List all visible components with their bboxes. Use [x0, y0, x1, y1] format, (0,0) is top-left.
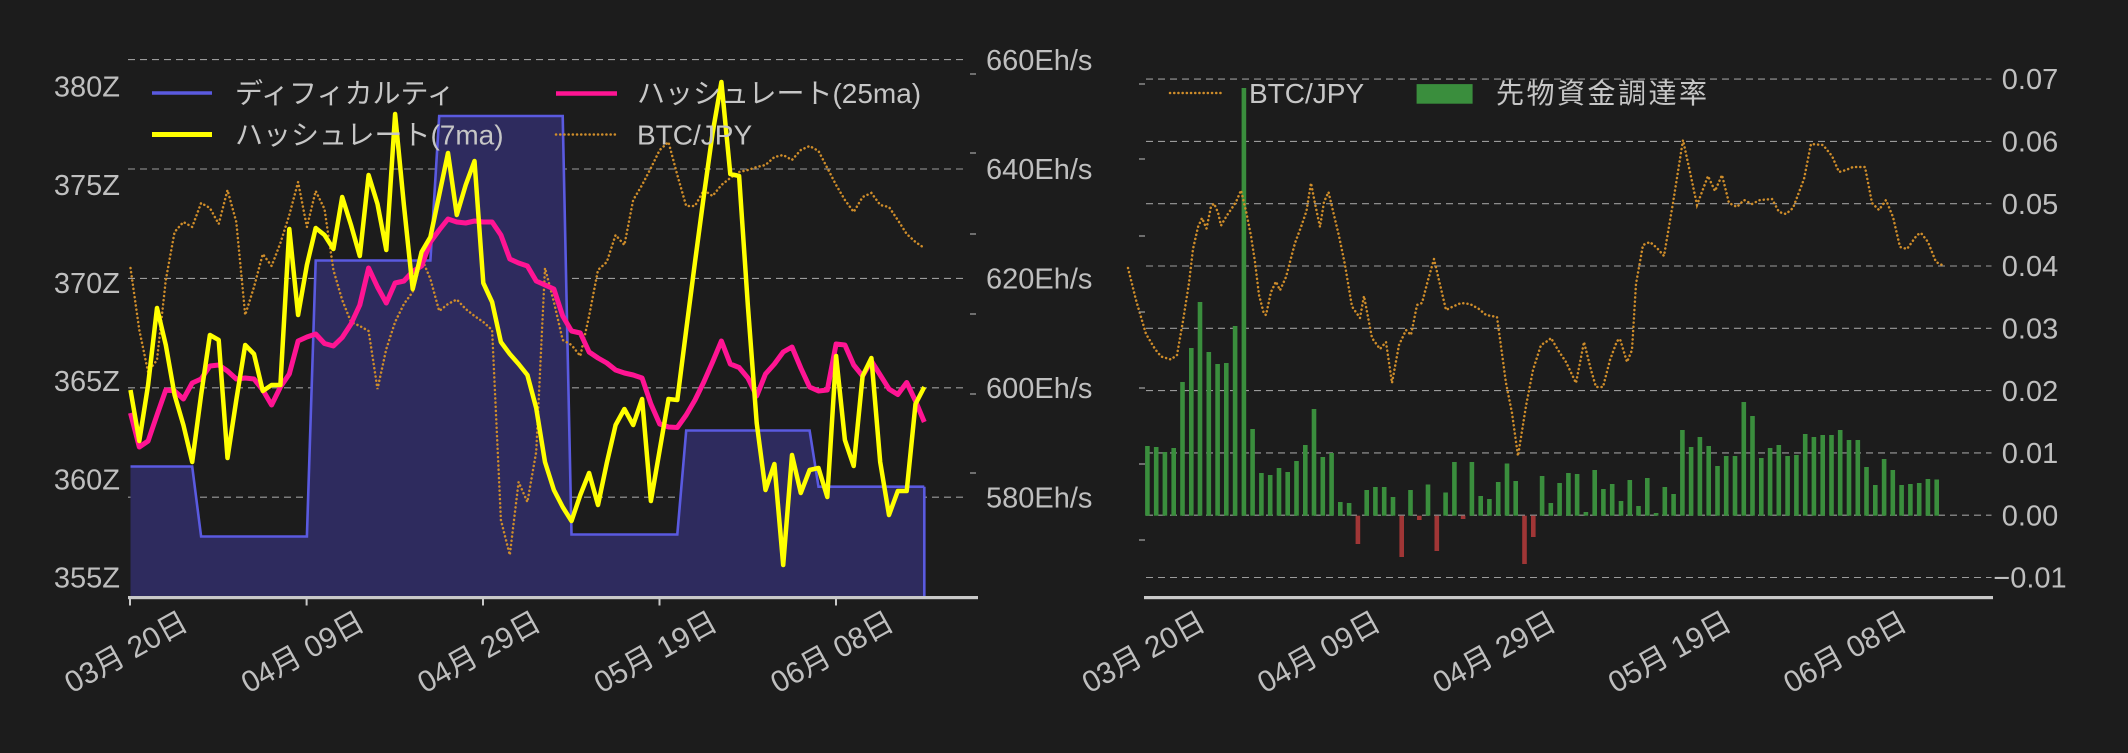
svg-text:0.06: 0.06 [2002, 127, 2058, 159]
svg-text:0.02: 0.02 [2002, 376, 2058, 408]
svg-text:375Z: 375Z [54, 170, 120, 202]
svg-text:0.01: 0.01 [2002, 438, 2058, 470]
svg-text:370Z: 370Z [54, 268, 120, 300]
svg-text:先物資金調達率: 先物資金調達率 [1496, 78, 1710, 109]
svg-text:BTC/JPY: BTC/JPY [637, 119, 752, 150]
svg-text:BTC/JPY: BTC/JPY [1249, 78, 1364, 109]
svg-text:600Eh/s: 600Eh/s [986, 373, 1092, 405]
svg-text:360Z: 360Z [54, 464, 120, 496]
svg-text:0.03: 0.03 [2002, 313, 2058, 345]
svg-text:355Z: 355Z [54, 563, 120, 595]
svg-text:365Z: 365Z [54, 366, 120, 398]
svg-text:0.04: 0.04 [2002, 251, 2058, 283]
svg-text:0.05: 0.05 [2002, 189, 2058, 221]
svg-text:660Eh/s: 660Eh/s [986, 45, 1092, 77]
svg-text:580Eh/s: 580Eh/s [986, 482, 1092, 514]
svg-text:ディフィカルティ: ディフィカルティ [235, 78, 455, 109]
svg-text:0.00: 0.00 [2002, 500, 2058, 532]
svg-text:0.07: 0.07 [2002, 64, 2058, 96]
svg-text:ハッシュレート(25ma): ハッシュレート(25ma) [637, 78, 921, 109]
svg-text:−0.01: −0.01 [1993, 563, 2066, 595]
svg-text:ハッシュレート(7ma): ハッシュレート(7ma) [235, 119, 504, 150]
svg-text:380Z: 380Z [54, 72, 120, 104]
svg-text:640Eh/s: 640Eh/s [986, 154, 1092, 186]
svg-text:620Eh/s: 620Eh/s [986, 264, 1092, 296]
